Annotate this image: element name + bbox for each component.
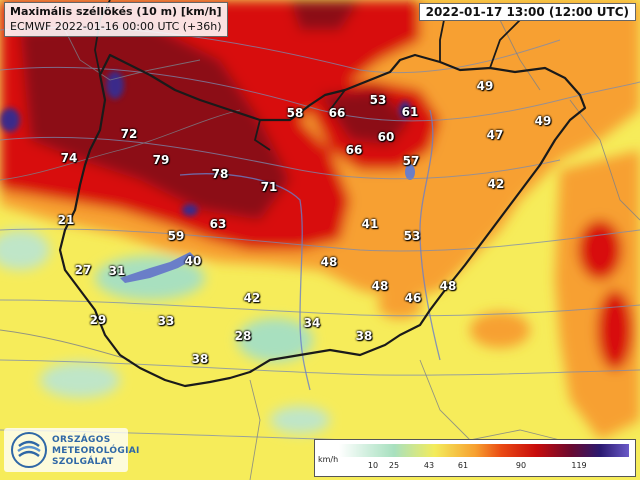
map-title-box: Maximális széllökés (10 m) [km/h] ECMWF …	[4, 2, 228, 37]
gust-value: 49	[476, 79, 494, 93]
gust-value: 21	[57, 213, 75, 227]
legend-tick: 61	[457, 461, 469, 470]
gust-value: 40	[184, 254, 202, 268]
color-legend: km/h 10 25 43 61 90 119	[314, 439, 636, 477]
gust-value: 41	[361, 217, 379, 231]
legend-tick: 119	[571, 461, 587, 470]
gust-value: 49	[534, 114, 552, 128]
gust-value: 53	[369, 93, 387, 107]
gust-value: 42	[243, 291, 261, 305]
gust-extreme-spots	[0, 71, 411, 216]
gust-value: 78	[211, 167, 229, 181]
gust-value: 48	[439, 279, 457, 293]
logo-line: ORSZÁGOS	[52, 435, 111, 445]
legend-unit: km/h	[318, 455, 339, 464]
gust-value: 66	[328, 106, 346, 120]
gust-value: 74	[60, 151, 78, 165]
logo-line: METEOROLÓGIAI	[52, 446, 140, 456]
lake-tisza	[405, 164, 415, 180]
omsz-logo-mark-icon	[11, 432, 47, 468]
gust-value: 38	[191, 352, 209, 366]
gust-value: 53	[403, 229, 421, 243]
legend-color-bar	[339, 444, 629, 457]
gust-value: 71	[260, 180, 278, 194]
gust-value: 48	[320, 255, 338, 269]
gust-value: 72	[120, 127, 138, 141]
gust-value: 58	[286, 106, 304, 120]
gust-value: 46	[404, 291, 422, 305]
model-run: ECMWF 2022-01-16 00:00 UTC (+36h)	[10, 20, 222, 33]
gust-value: 61	[401, 105, 419, 119]
valid-time: 2022-01-17 13:00 (12:00 UTC)	[418, 3, 636, 21]
gust-value: 57	[402, 154, 420, 168]
gust-value: 42	[487, 177, 505, 191]
gust-value: 66	[345, 143, 363, 157]
rivers	[179, 109, 441, 391]
gust-value: 60	[377, 130, 395, 144]
gust-field-layers	[0, 0, 640, 440]
gust-value: 28	[234, 329, 252, 343]
gust-value: 59	[167, 229, 185, 243]
gust-value: 31	[108, 264, 126, 278]
gust-value: 33	[157, 314, 175, 328]
omsz-logo: ORSZÁGOS METEOROLÓGIAI SZOLGÁLAT	[4, 428, 139, 472]
gust-value: 29	[89, 313, 107, 327]
gust-value: 27	[74, 263, 92, 277]
gust-value: 38	[355, 329, 373, 343]
gust-value: 79	[152, 153, 170, 167]
gust-value: 34	[303, 316, 321, 330]
legend-tick: 43	[423, 461, 435, 470]
lake-balaton	[120, 252, 196, 283]
gust-value: 63	[209, 217, 227, 231]
logo-line: SZOLGÁLAT	[52, 457, 114, 467]
gust-value: 48	[371, 279, 389, 293]
map-title: Maximális széllökés (10 m) [km/h]	[10, 5, 222, 18]
legend-tick: 25	[388, 461, 400, 470]
legend-tick: 10	[367, 461, 379, 470]
legend-tick: 90	[515, 461, 527, 470]
gust-value: 47	[486, 128, 504, 142]
